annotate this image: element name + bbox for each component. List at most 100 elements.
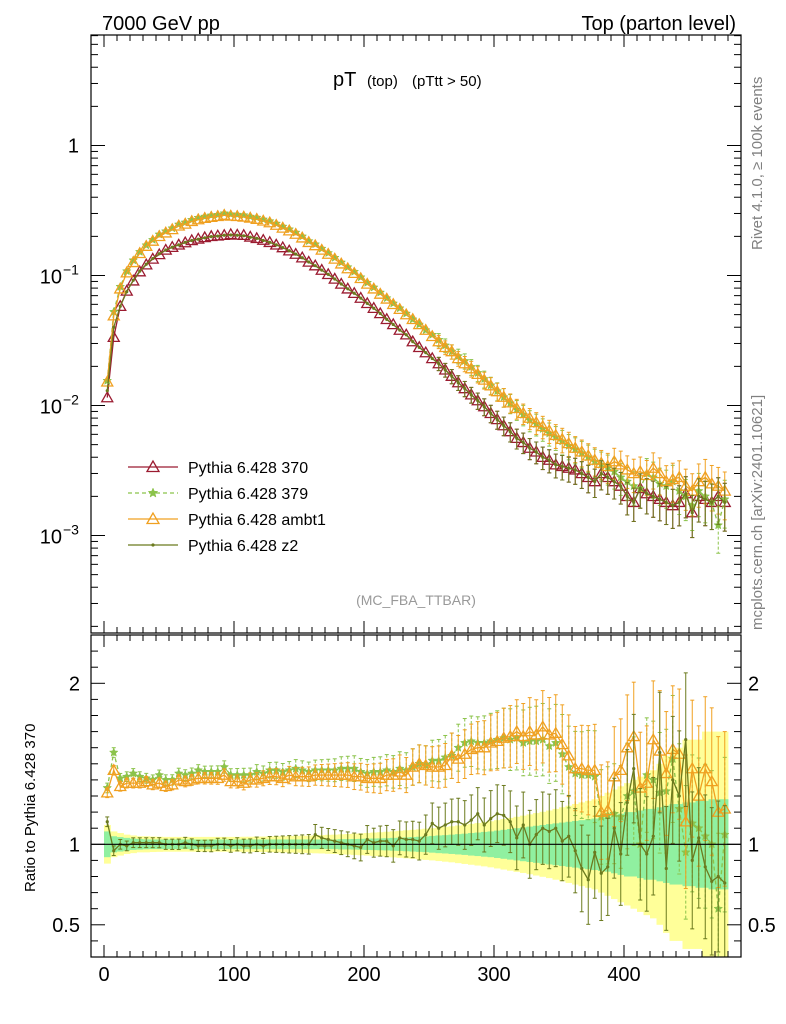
marker-triangle xyxy=(315,263,329,275)
marker-dot xyxy=(697,836,701,840)
marker-dot xyxy=(534,450,538,454)
marker-dot xyxy=(684,492,688,496)
marker-triangle xyxy=(295,250,309,263)
marker-dot xyxy=(476,399,480,403)
marker-triangle xyxy=(510,724,524,737)
marker-triangle xyxy=(373,771,387,784)
marker-triangle xyxy=(646,732,660,745)
marker-dot xyxy=(716,494,720,498)
marker-triangle xyxy=(328,272,342,284)
marker-triangle xyxy=(529,728,543,740)
marker-triangle xyxy=(341,281,355,294)
y-tick-exp: −3 xyxy=(63,522,79,538)
marker-dot xyxy=(502,424,506,428)
marker-dot xyxy=(534,833,538,837)
plot-title-sub1: (top) xyxy=(367,73,398,90)
marker-dot xyxy=(378,839,382,843)
marker-triangle xyxy=(120,776,134,788)
marker-dot xyxy=(612,826,616,830)
marker-triangle xyxy=(354,271,368,284)
marker-triangle xyxy=(484,378,498,391)
marker-triangle xyxy=(367,771,381,784)
marker-dot xyxy=(307,260,311,264)
marker-dot xyxy=(677,794,681,798)
marker-triangle xyxy=(640,776,654,788)
marker-triangle xyxy=(347,769,361,782)
marker-triangle xyxy=(133,264,147,277)
marker-triangle xyxy=(289,227,303,239)
marker-dot xyxy=(138,269,142,273)
marker-dot xyxy=(508,429,512,434)
marker-dot xyxy=(541,455,545,459)
legend-entry-p379: Pythia 6.428 379 xyxy=(128,486,308,503)
marker-dot xyxy=(411,837,415,842)
legend-label: Pythia 6.428 ambt1 xyxy=(188,512,326,529)
marker-dot xyxy=(443,368,447,372)
marker-triangle xyxy=(438,340,452,353)
marker-dot xyxy=(554,826,558,830)
marker-dot xyxy=(593,479,597,484)
x-tick-label: 0 xyxy=(98,964,109,986)
marker-dot xyxy=(112,849,116,853)
marker-triangle xyxy=(523,411,537,423)
marker-triangle xyxy=(367,281,381,294)
marker-triangle xyxy=(620,463,634,475)
marker-triangle xyxy=(445,344,459,357)
marker-triangle xyxy=(659,766,673,779)
marker-dot xyxy=(710,500,714,504)
marker-dot xyxy=(632,500,636,504)
marker-dot xyxy=(489,411,493,415)
marker-dot xyxy=(671,503,675,508)
marker-dot xyxy=(248,844,252,848)
marker-triangle xyxy=(490,384,504,397)
marker-triangle xyxy=(419,758,433,771)
marker-dot xyxy=(593,850,597,854)
marker-dot xyxy=(235,233,239,237)
marker-triangle xyxy=(451,351,465,364)
marker-dot xyxy=(690,511,694,515)
marker-triangle xyxy=(145,459,161,473)
marker-triangle xyxy=(529,415,543,428)
marker-dot xyxy=(281,245,285,250)
marker-dot xyxy=(547,829,551,834)
marker-triangle xyxy=(107,763,121,776)
marker-dot xyxy=(326,272,330,276)
marker-dot xyxy=(671,778,675,782)
marker-dot xyxy=(684,738,688,742)
marker-triangle xyxy=(562,748,576,761)
marker-dot xyxy=(664,500,668,504)
marker-dot xyxy=(599,471,603,476)
marker-triangle xyxy=(334,768,348,780)
marker-dot xyxy=(313,833,317,837)
marker-dot xyxy=(248,235,252,239)
marker-triangle xyxy=(308,258,322,271)
marker-dot xyxy=(573,849,577,853)
marker-triangle xyxy=(542,423,556,436)
marker-triangle xyxy=(211,771,225,784)
marker-triangle xyxy=(191,771,205,784)
marker-triangle xyxy=(250,212,264,224)
x-tick-label: 100 xyxy=(217,964,250,986)
marker-dot xyxy=(151,841,155,845)
marker-triangle xyxy=(425,329,439,342)
marker-triangle xyxy=(269,769,283,782)
marker-dot xyxy=(196,844,200,848)
marker-dot xyxy=(450,820,454,824)
marker-triangle xyxy=(321,267,335,280)
marker-triangle xyxy=(289,769,303,782)
marker-dot xyxy=(105,389,109,393)
marker-dot xyxy=(209,844,213,848)
marker-triangle xyxy=(562,436,576,449)
marker-dot xyxy=(482,823,486,827)
plot-title-main: pT xyxy=(333,69,356,91)
marker-dot xyxy=(125,290,129,294)
marker-dot xyxy=(703,865,707,869)
marker-dot xyxy=(619,484,623,488)
marker-triangle xyxy=(107,308,121,321)
marker-triangle xyxy=(555,737,569,750)
y-tick-label-main: 10 −3 xyxy=(40,522,79,549)
marker-triangle xyxy=(419,345,433,358)
marker-triangle xyxy=(568,761,582,774)
